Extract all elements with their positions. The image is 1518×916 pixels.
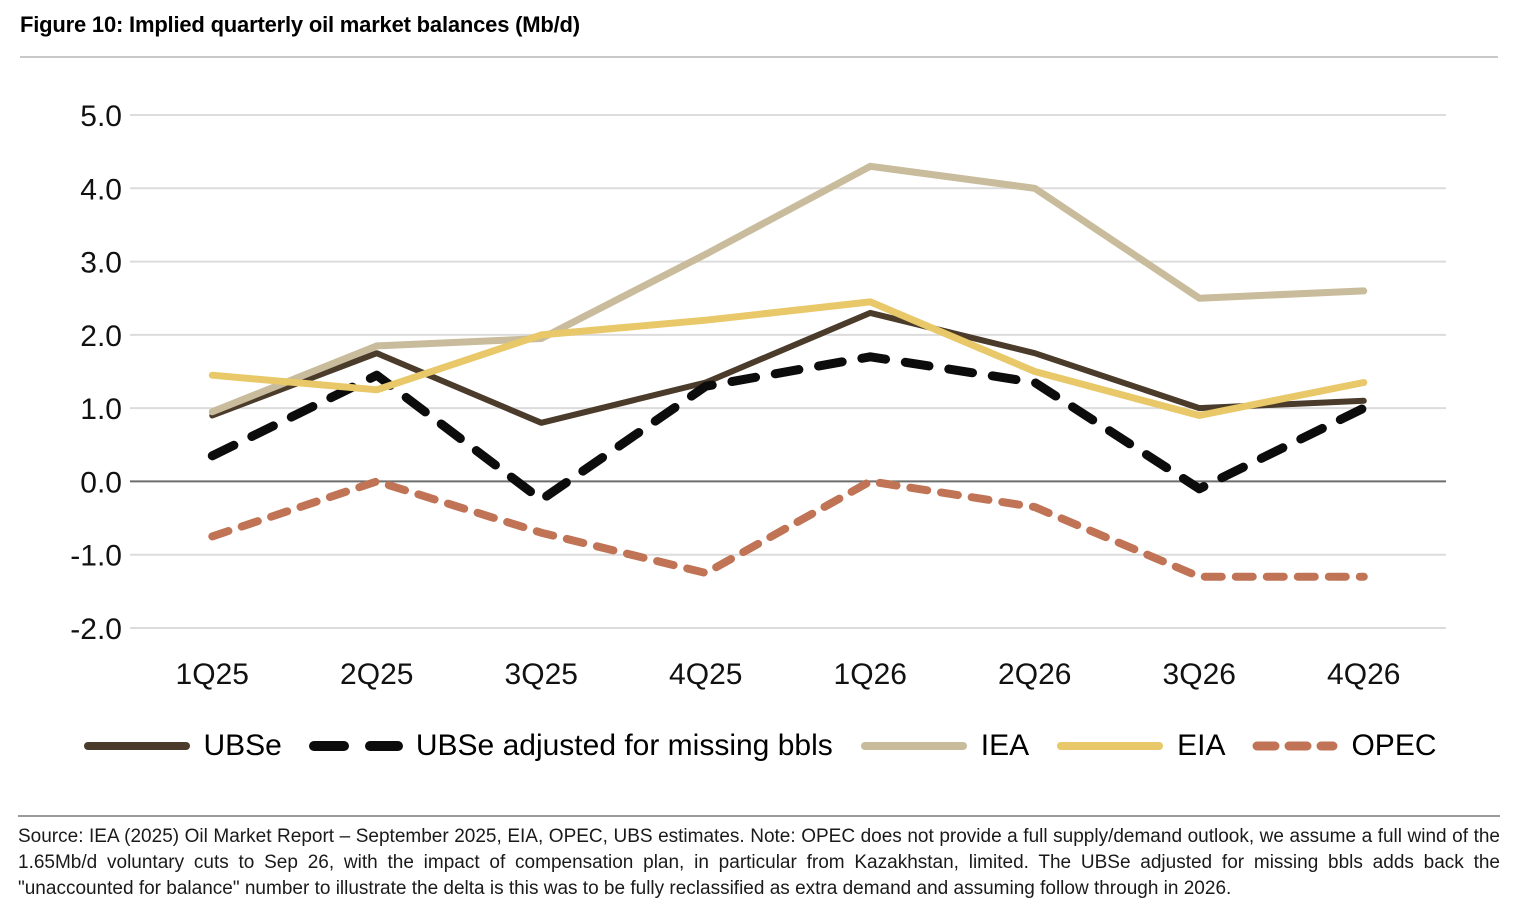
x-axis-category-label: 1Q25 <box>176 658 249 691</box>
y-axis-tick-label: -1.0 <box>70 540 122 573</box>
y-axis-tick-label: 3.0 <box>80 247 122 280</box>
legend-label-eia: EIA <box>1177 729 1226 762</box>
legend-item-eia: EIA <box>1055 729 1225 763</box>
series-line-opec <box>208 477 1368 581</box>
legend-item-iea: IEA <box>859 729 1029 763</box>
x-axis-category-label: 1Q26 <box>834 658 907 691</box>
x-axis-category-label: 2Q25 <box>340 658 413 691</box>
y-axis-tick-label: 0.0 <box>80 466 122 499</box>
chart-legend: UBSe UBSe adjusted for missing bbls IEA EIA… <box>0 722 1518 770</box>
figure-title: Figure 10: Implied quarterly oil market … <box>20 12 580 37</box>
legend-swatch-ubse <box>83 742 190 750</box>
y-axis-tick-label: 1.0 <box>80 393 122 426</box>
x-axis-category-label: 2Q26 <box>998 658 1071 691</box>
x-axis-category-label: 3Q25 <box>505 658 578 691</box>
title-divider <box>20 56 1498 58</box>
y-axis-tick-label: 4.0 <box>80 173 122 206</box>
x-axis-category-label: 3Q26 <box>1163 658 1236 691</box>
legend-item-ubse: UBSe <box>82 729 282 763</box>
x-axis-category-label: 4Q25 <box>669 658 742 691</box>
legend-label-iea: IEA <box>980 729 1030 762</box>
legend-item-ubse-adjusted-for-missing-bbls: UBSe adjusted for missing bbls <box>308 729 833 763</box>
series-line-eia <box>208 298 1368 419</box>
series-line-iea <box>208 162 1368 416</box>
legend-label-opec: OPEC <box>1351 729 1437 762</box>
series-line-ubse-adjusted-for-missing-bbls <box>207 352 1369 505</box>
legend-label-ubse-adjusted-for-missing-bbls: UBSe adjusted for missing bbls <box>415 729 833 762</box>
y-axis-tick-label: 2.0 <box>80 320 122 353</box>
source-note: Source: IEA (2025) Oil Market Report – S… <box>18 826 1500 899</box>
legend-swatch-eia <box>1057 742 1164 750</box>
y-axis-tick-label: 5.0 <box>80 100 122 133</box>
y-axis-tick-label: -2.0 <box>70 613 122 646</box>
legend-swatch-ubse-adjusted-for-missing-bbls <box>308 741 403 751</box>
legend-item-opec: OPEC <box>1251 729 1437 763</box>
legend-swatch-iea <box>860 742 967 750</box>
legend-label-ubse: UBSe <box>203 729 282 762</box>
footer-divider <box>18 815 1500 817</box>
x-axis-category-label: 4Q26 <box>1327 658 1400 691</box>
series-line-ubse <box>209 309 1367 426</box>
legend-swatch-opec <box>1252 741 1338 751</box>
